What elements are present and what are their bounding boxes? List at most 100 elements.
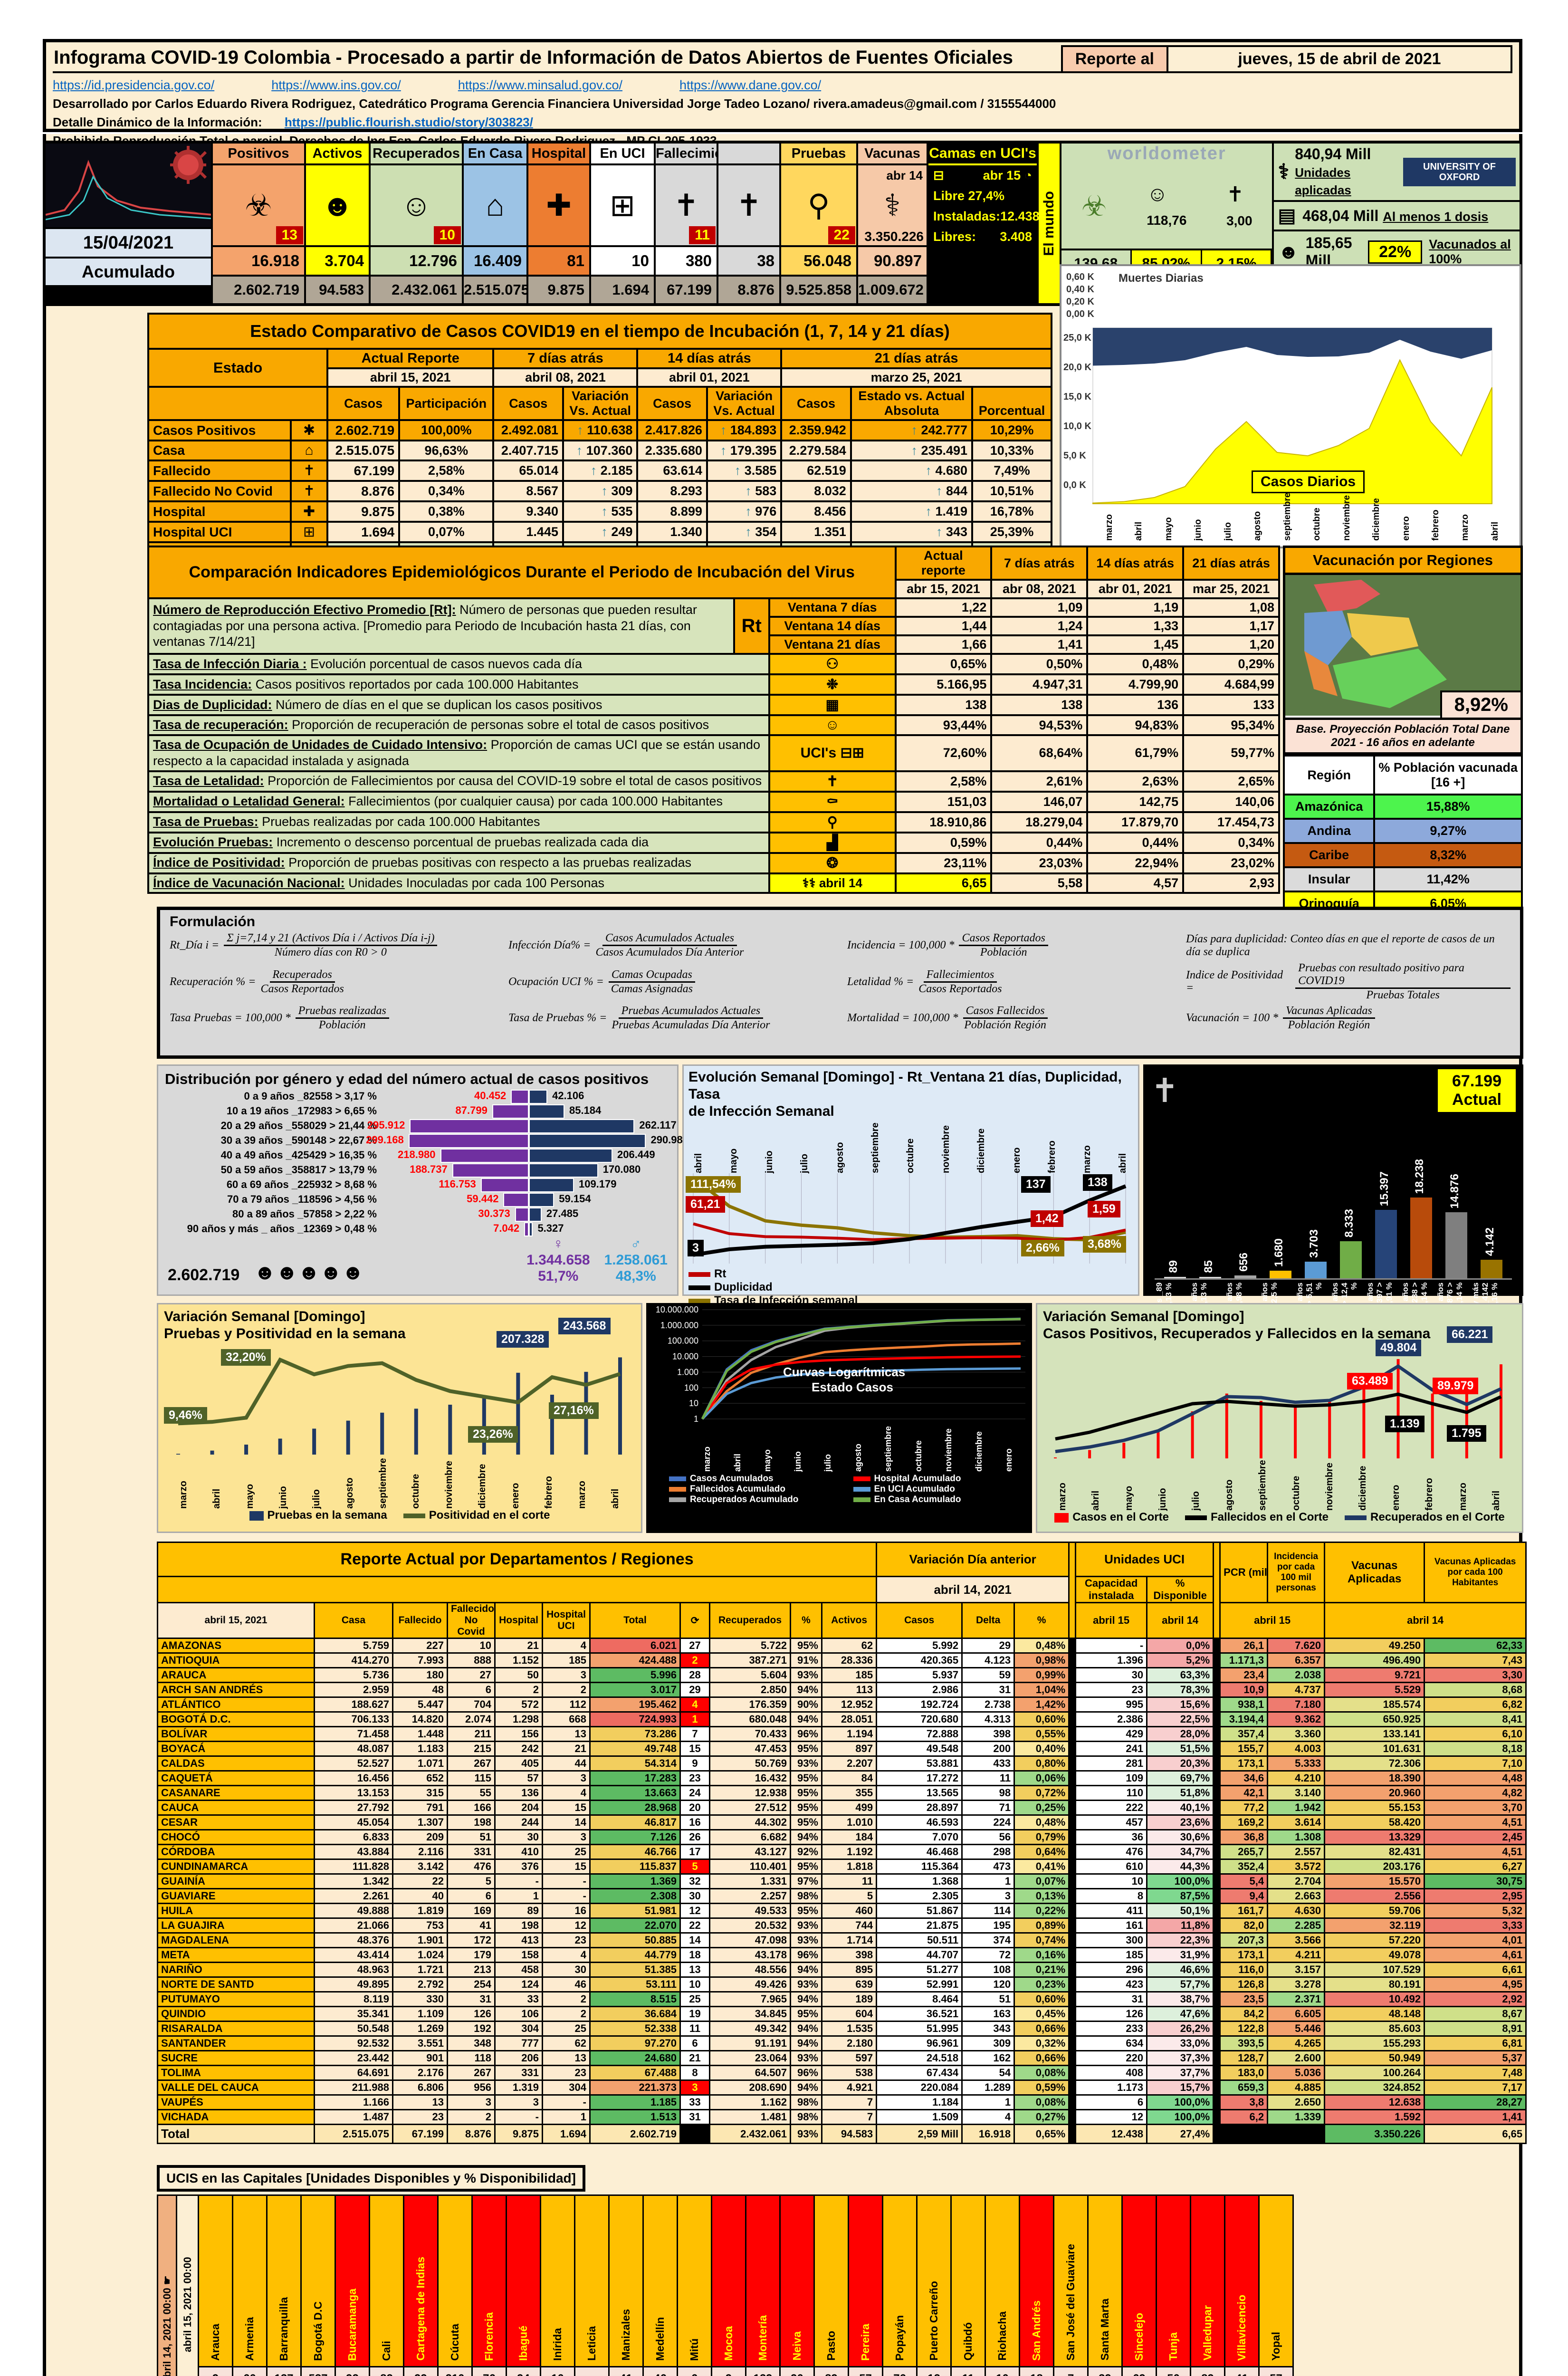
death-bar-value: 14.876 bbox=[1448, 1173, 1461, 1209]
chart-callout: 32,20% bbox=[221, 1349, 271, 1366]
grave-nocovid-icon: ✝ bbox=[736, 188, 762, 222]
death-bar bbox=[1445, 1212, 1467, 1278]
bed-icon: ⊟ bbox=[933, 168, 944, 182]
oxford-logo: UNIVERSITY OF OXFORD bbox=[1403, 157, 1516, 186]
vacunas-date-note: abr 14 bbox=[886, 168, 923, 182]
month-label: agosto bbox=[853, 1443, 863, 1472]
evolucion-legend: Rt Duplicidad Tasa de Infección semanal bbox=[688, 1267, 1133, 1307]
formula-10: Mortalidad = 100,000 * Casos Fallecidos Po… bbox=[847, 1005, 1172, 1032]
daily-cases-deaths-chart: 0,60 K 0,40 K 0,20 K 0,00 K Muertes Diarias 2… bbox=[1060, 264, 1521, 548]
variacion-date: abril 14, 2021 bbox=[876, 1576, 1070, 1603]
age-band-label: 90 años y más _ años _12369 > 0,48 % bbox=[187, 1222, 377, 1235]
group-2: 14 días atrás bbox=[636, 348, 783, 369]
month-label: diciembre bbox=[1371, 498, 1382, 541]
female-value: 218.980 bbox=[398, 1149, 436, 1160]
recovered-icon: ☺ 118,76 bbox=[1147, 182, 1187, 228]
legend-item: En Casa Acumulado bbox=[853, 1495, 1029, 1505]
header-link-2[interactable]: https://www.minsalud.gov.co/ bbox=[458, 78, 622, 92]
group-date-0: abril 15, 2021 bbox=[326, 367, 495, 388]
header-link-3[interactable]: https://www.dane.gov.co/ bbox=[679, 78, 822, 92]
ucis-units-15: 210 bbox=[437, 2366, 473, 2376]
ucis-city-yopal: Yopal bbox=[1258, 2194, 1294, 2367]
female-bar bbox=[452, 1163, 529, 1178]
month-label: abril bbox=[693, 1153, 704, 1173]
dept-col-2: Fallecido bbox=[392, 1602, 448, 1639]
month-label: octubre bbox=[1291, 1475, 1301, 1511]
curvas-plot: 10.000.000 1.000.000 100.000 10.000 1.000 100… bbox=[650, 1305, 1028, 1426]
pyramid-bars: 40.452 42.106 bbox=[381, 1089, 677, 1104]
ind-coldate-2: abr 01, 2021 bbox=[1086, 579, 1185, 599]
male-value: 42.106 bbox=[552, 1090, 584, 1102]
female-value: 40.452 bbox=[474, 1090, 507, 1102]
summary-col-fallecimientos: Fallecimientos ✝ 11 380 67.199 bbox=[656, 144, 751, 303]
death-bar bbox=[1164, 1277, 1186, 1278]
right-axis-tick: 0,40 K bbox=[1066, 284, 1094, 295]
curvas-legend: Casos Acumulados Fallecidos Acumulado Recu… bbox=[650, 1474, 1028, 1505]
casos-semana-chart: Variación Semanal [Domingo] Casos Positiv… bbox=[1036, 1303, 1523, 1533]
chart-callout: 23,26% bbox=[468, 1426, 518, 1443]
grave-icon: ✝ bbox=[768, 770, 897, 793]
male-bar bbox=[529, 1090, 548, 1104]
indicator-row: Mortalidad o Letalidad General: Fallecim… bbox=[147, 790, 1280, 813]
death-bar bbox=[1305, 1262, 1327, 1278]
virus-colombia-icon: ☣ bbox=[245, 188, 272, 222]
flourish-link[interactable]: https://public.flourish.studio/story/303… bbox=[284, 115, 533, 129]
regiones-title: Vacunación por Regiones bbox=[1283, 546, 1523, 575]
formula-1: Infección Día% = Casos Acumulados Actuale… bbox=[508, 932, 744, 958]
worldometer-brand: worldometer bbox=[1107, 144, 1226, 163]
region-pct: 11,42% bbox=[1373, 866, 1523, 892]
ucis-units-15: 76 bbox=[882, 2366, 918, 2376]
summary-col-label: En UCI bbox=[591, 144, 654, 165]
grave-icon: ✝ bbox=[289, 460, 329, 482]
female-value: 116.753 bbox=[439, 1178, 476, 1190]
header-link-1[interactable]: https://www.ins.gov.co/ bbox=[271, 78, 401, 92]
legend-item: Duplicidad bbox=[688, 1281, 1133, 1294]
ucis-units-15: 99 bbox=[403, 2366, 439, 2376]
ucis-units-15: 89 bbox=[1190, 2366, 1225, 2376]
death-bar bbox=[1234, 1275, 1256, 1278]
ucis-units-15: 50 bbox=[1156, 2366, 1191, 2376]
left-axis-tick: 15,0 K bbox=[1063, 392, 1091, 402]
ucis-capitales-table: UCIS en las Capitales [Unidades Disponib… bbox=[157, 2165, 1340, 2376]
accumulated-value: 8.876 bbox=[718, 277, 779, 303]
left-axis-tick: 10,0 K bbox=[1063, 421, 1091, 431]
world-rank-badge: 10 bbox=[433, 226, 461, 244]
indicadores-title: Comparación Indicadores Epidemiológicos … bbox=[147, 546, 897, 599]
month-label: marzo bbox=[1104, 514, 1114, 541]
formula-3: Días para duplicidad: Conteo días en que… bbox=[1186, 932, 1495, 958]
ucis-city-pasto: Pasto bbox=[813, 2194, 849, 2367]
formula-5: Ocupación UCI % = Camas Ocupadas Camas Asi… bbox=[508, 962, 833, 1002]
summary-col-en-uci: En UCI ⊞ 10 1.694 bbox=[591, 144, 656, 303]
ucis-units-15: 10 bbox=[540, 2366, 575, 2376]
svg-text:100.000: 100.000 bbox=[668, 1336, 698, 1346]
header-link-0[interactable]: https://id.presidencia.gov.co/ bbox=[53, 78, 215, 92]
rt-window-label: Ventana 21 días bbox=[768, 634, 897, 655]
death-bar bbox=[1199, 1277, 1221, 1278]
house-icon: ⌂ bbox=[486, 188, 505, 222]
developer-line: Desarrollado por Carlos Eduardo Rivera R… bbox=[53, 96, 1056, 111]
summary-col-hospital: Hospital ✚ 81 9.875 bbox=[528, 144, 591, 303]
month-label: febrero bbox=[1424, 1478, 1435, 1511]
ind-coldate-3: mar 25, 2021 bbox=[1182, 579, 1280, 599]
female-bar bbox=[492, 1104, 529, 1119]
month-label: febrero bbox=[1047, 1140, 1058, 1173]
male-value: 27.485 bbox=[546, 1207, 579, 1219]
ambulance-icon: ✚ bbox=[546, 188, 572, 222]
pyramid-row: 60 a 69 años _225932 > 8,68 % 116.753 109.… bbox=[158, 1177, 677, 1192]
formula-4: Recuperación % = Recuperados Casos Reporta… bbox=[170, 968, 344, 995]
ucis-units-15: 6 bbox=[677, 2366, 712, 2376]
indicator-description: Tasa de Pruebas: Pruebas realizadas por … bbox=[147, 811, 770, 834]
spread-icon: ❉ bbox=[768, 673, 897, 696]
header: Infograma COVID-19 Colombia - Procesado … bbox=[43, 39, 1522, 148]
el-mundo-strip: El mundo bbox=[1039, 144, 1061, 303]
ind-colhead-0: Actual reporte bbox=[894, 546, 993, 581]
formulacion-panel: Formulación Rt_Día i = Σ j=7,14 y 21 (Act… bbox=[157, 907, 1523, 1059]
formula-2: Incidencia = 100,000 * Casos Reportados Po… bbox=[847, 932, 1172, 959]
summary-left-column: 15/04/2021 Acumulado bbox=[46, 144, 213, 303]
month-label: noviembre bbox=[1341, 495, 1352, 541]
uci-group-header: Unidades UCI bbox=[1075, 1542, 1214, 1577]
ucis-units-15: 76 bbox=[471, 2366, 507, 2376]
dept-col-5: Hospital UCI bbox=[542, 1602, 591, 1639]
world-applied: 840,94 Mill Unidades aplicadas bbox=[1295, 145, 1371, 197]
region-col-header: Región bbox=[1282, 755, 1376, 795]
